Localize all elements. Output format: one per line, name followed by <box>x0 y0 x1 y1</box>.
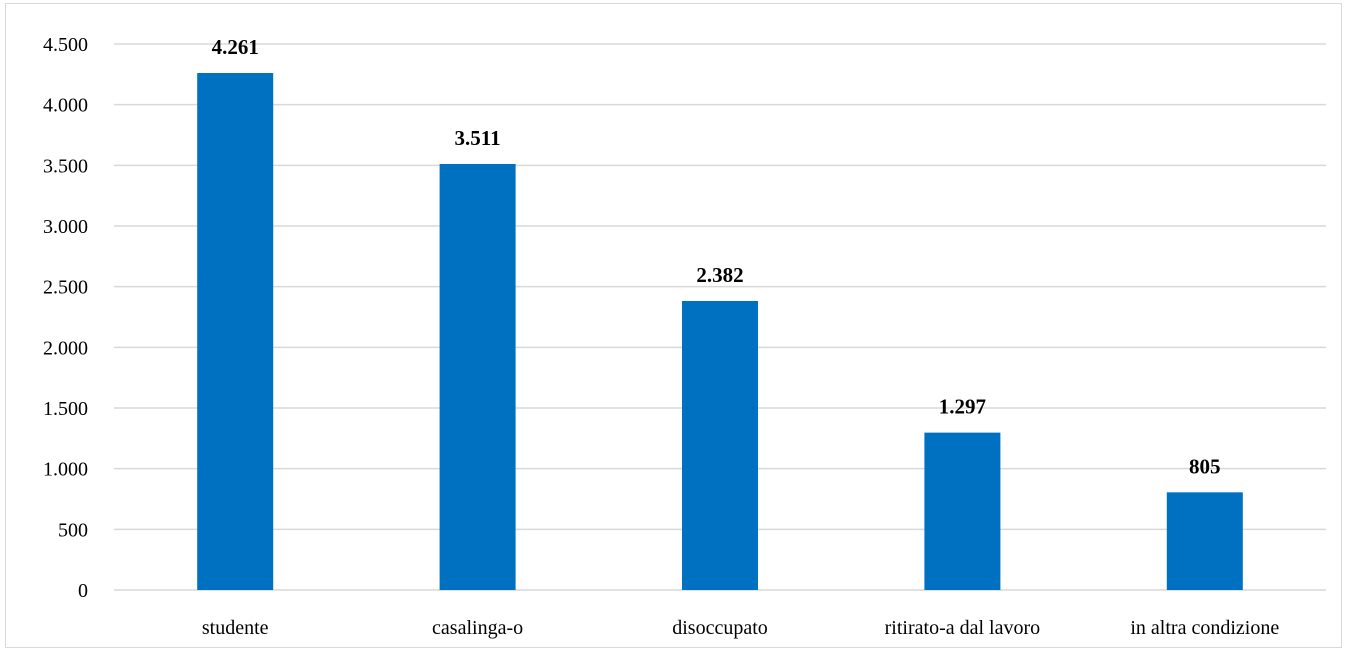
y-tick-label: 1.500 <box>43 398 88 420</box>
gridlines <box>114 43 1326 591</box>
x-category-label: ritirato-a dal lavoro <box>885 617 1041 639</box>
x-axis-categories: studente casalinga-o disoccupato ritirato-a… <box>202 617 1279 639</box>
bar <box>1166 492 1243 590</box>
y-tick-label: 3.000 <box>43 216 88 238</box>
data-label: 4.261 <box>212 35 259 59</box>
x-category-label: disoccupato <box>672 617 768 639</box>
data-labels: 4.261 3.511 2.382 1.297 805 <box>212 35 1221 478</box>
x-category-label: casalinga-o <box>432 617 523 639</box>
bar <box>197 72 274 591</box>
bars <box>197 72 1243 591</box>
y-tick-label: 3.500 <box>43 155 88 177</box>
data-label: 2.382 <box>696 263 743 287</box>
data-label: 805 <box>1189 454 1221 478</box>
y-tick-label: 4.500 <box>43 34 88 56</box>
data-label: 1.297 <box>939 395 986 419</box>
y-tick-label: 2.500 <box>43 277 88 299</box>
data-label: 3.511 <box>455 126 501 150</box>
bar <box>439 163 516 591</box>
y-tick-label: 500 <box>58 519 88 541</box>
y-tick-label: 2.000 <box>43 337 88 359</box>
y-axis-ticks: 0 500 1.000 1.500 2.000 2.500 3.000 3.500 4.000 4… <box>43 34 88 602</box>
y-tick-label: 4.000 <box>43 95 88 117</box>
y-tick-label: 1.000 <box>43 459 88 481</box>
x-category-label: in altra condizione <box>1130 617 1279 639</box>
bar <box>682 300 758 590</box>
x-category-label: studente <box>202 617 269 639</box>
y-tick-label: 0 <box>78 580 88 602</box>
bar <box>924 432 1001 590</box>
